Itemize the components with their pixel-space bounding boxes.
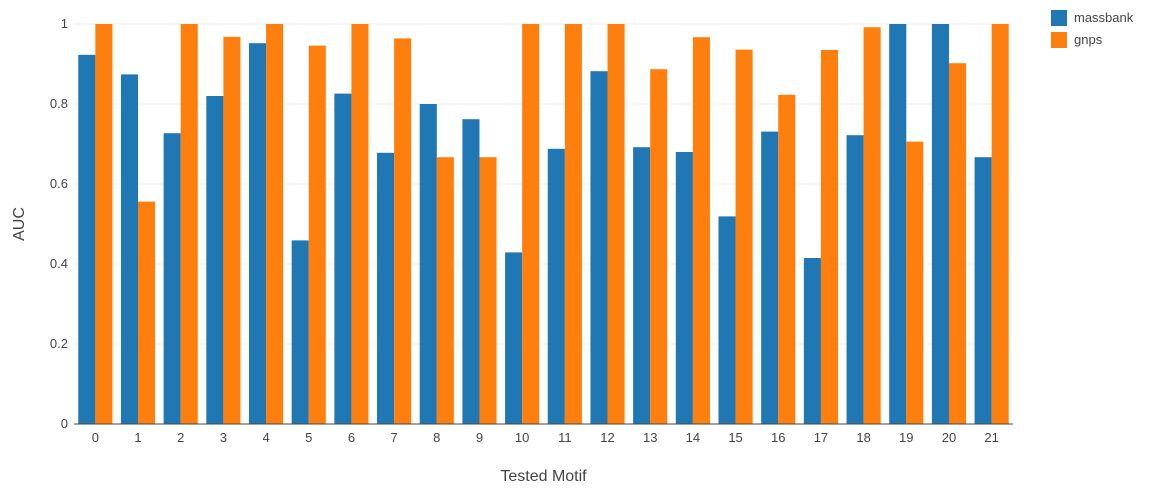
x-tick-label: 7 (390, 430, 397, 445)
bar-massbank-1 (120, 74, 139, 425)
bar-gnps-11 (564, 24, 582, 424)
legend-swatch-gnps[interactable] (1051, 32, 1067, 48)
x-tick-label: 8 (433, 430, 440, 445)
x-tick-label: 11 (558, 430, 572, 445)
bar-massbank-18 (846, 135, 864, 424)
y-tick-label: 0.4 (50, 256, 68, 271)
x-tick-label: 12 (600, 430, 614, 445)
x-tick-label: 0 (92, 430, 99, 445)
bar-massbank-2 (163, 133, 181, 424)
bar-gnps-1 (138, 201, 156, 424)
bar-massbank-6 (334, 93, 352, 424)
bar-gnps-14 (692, 37, 710, 424)
x-tick-label: 13 (643, 430, 657, 445)
bar-gnps-6 (351, 24, 369, 424)
bar-massbank-4 (248, 43, 267, 424)
x-tick-label: 2 (177, 430, 184, 445)
bar-massbank-16 (761, 131, 779, 424)
y-tick-label: 1 (61, 16, 68, 31)
bar-massbank-10 (505, 252, 523, 424)
bar-gnps-15 (735, 49, 753, 424)
bars (78, 24, 1009, 425)
legend-label-gnps[interactable]: gnps (1074, 32, 1103, 47)
bar-gnps-17 (820, 50, 839, 424)
bar-gnps-20 (948, 63, 967, 424)
x-axis-title: Tested Motif (500, 468, 587, 485)
bar-massbank-3 (206, 96, 224, 424)
bar-massbank-19 (889, 24, 907, 424)
legend-label-massbank[interactable]: massbank (1074, 10, 1134, 25)
x-tick-label: 1 (134, 430, 141, 445)
bar-massbank-0 (78, 54, 96, 425)
bar-gnps-0 (95, 24, 113, 424)
bar-massbank-11 (547, 148, 565, 425)
bar-massbank-5 (291, 240, 309, 424)
x-tick-label: 19 (899, 430, 913, 445)
bar-massbank-21 (974, 157, 992, 424)
bar-massbank-8 (419, 104, 437, 424)
y-tick-label: 0.6 (50, 176, 68, 191)
bar-gnps-7 (394, 38, 412, 425)
bar-gnps-13 (650, 69, 668, 424)
bar-gnps-8 (436, 157, 454, 424)
bar-gnps-10 (522, 24, 540, 424)
bar-massbank-17 (803, 258, 821, 424)
x-tick-label: 6 (348, 430, 355, 445)
bar-massbank-15 (718, 216, 736, 424)
bar-gnps-2 (180, 24, 198, 424)
bar-gnps-16 (778, 94, 796, 425)
x-tick-label: 10 (515, 430, 529, 445)
legend-swatch-massbank[interactable] (1051, 10, 1067, 26)
bar-gnps-4 (266, 24, 284, 424)
bar-gnps-5 (308, 45, 326, 424)
x-tick-label: 14 (686, 430, 700, 445)
x-tick-label: 20 (942, 430, 956, 445)
bar-gnps-21 (991, 24, 1009, 424)
bar-gnps-12 (607, 24, 625, 424)
x-tick-label: 16 (771, 430, 785, 445)
x-tick-label: 18 (856, 430, 870, 445)
x-tick-label: 17 (814, 430, 828, 445)
y-tick-label: 0.2 (50, 336, 68, 351)
bar-gnps-9 (479, 157, 497, 424)
bar-massbank-14 (675, 152, 693, 424)
x-tick-label: 4 (262, 430, 269, 445)
y-axis-title: AUC (11, 207, 28, 241)
y-tick-label: 0 (61, 416, 68, 431)
bar-massbank-9 (462, 119, 480, 424)
x-tick-label: 15 (728, 430, 742, 445)
x-tick-label: 5 (305, 430, 312, 445)
bar-massbank-13 (633, 147, 651, 424)
legend: massbank gnps (1051, 10, 1134, 48)
bar-massbank-12 (590, 71, 608, 424)
x-tick-label: 21 (984, 430, 998, 445)
bar-gnps-19 (906, 141, 924, 424)
bar-gnps-3 (223, 36, 241, 425)
x-tick-label: 9 (476, 430, 483, 445)
y-tick-label: 0.8 (50, 96, 68, 111)
x-tick-label: 3 (220, 430, 227, 445)
bar-gnps-18 (863, 27, 881, 424)
axes: 00.20.40.60.810 1 2 3 4 5 6 7 8 9 10 11 12 13 14 15 16 17… (50, 16, 1013, 445)
bar-massbank-20 (931, 24, 949, 424)
bar-massbank-7 (377, 152, 395, 425)
